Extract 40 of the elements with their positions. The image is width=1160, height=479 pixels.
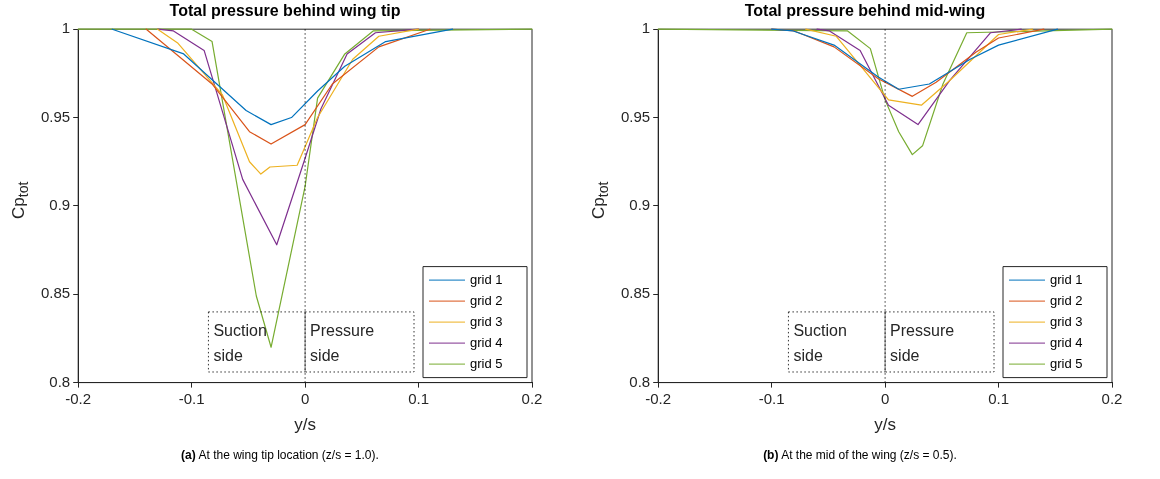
legend-label: grid 4	[470, 334, 503, 350]
chart-title: Total pressure behind wing tip	[169, 2, 401, 20]
legend-label: grid 1	[1050, 271, 1083, 287]
legend-label: grid 5	[470, 355, 503, 371]
legend-label: grid 5	[1050, 355, 1083, 371]
text: (b) At the mid of the wing (z/s = 0.5).	[762, 448, 958, 462]
chart-title: Total pressure behind mid-wing	[744, 2, 986, 20]
y-tick-label: 0.9	[629, 196, 651, 214]
y-tick-label: 0.85	[40, 284, 71, 302]
x-tick-label: -0.2	[645, 389, 672, 407]
legend-label: grid 3	[1050, 313, 1083, 329]
annotation: Suction side	[793, 321, 847, 364]
y-tick-label: 0.95	[620, 107, 651, 125]
y-tick-label: 0.9	[49, 196, 71, 214]
annotation: Pressure side	[310, 321, 375, 364]
legend-label: grid 2	[470, 292, 503, 308]
x-tick-label: 0.1	[988, 389, 1009, 407]
legend-label: grid 1	[470, 271, 503, 287]
x-tick-label: -0.2	[65, 389, 92, 407]
y-tick-label: 0.85	[620, 284, 651, 302]
y-tick-label: 0.95	[40, 107, 71, 125]
y-tick-label: 0.8	[49, 372, 71, 390]
x-tick-label: 0.2	[521, 389, 543, 407]
annotation: Suction side	[213, 321, 267, 364]
y-tick-label: 0.8	[629, 372, 651, 390]
x-tick-label: 0	[300, 389, 310, 407]
x-tick-label: 0	[880, 389, 890, 407]
x-axis-title: y/s	[294, 415, 316, 435]
annotation: Pressure side	[890, 321, 955, 364]
legend-label: grid 4	[1050, 334, 1083, 350]
x-tick-label: 0.1	[408, 389, 429, 407]
x-tick-label: -0.1	[178, 389, 205, 407]
y-tick-label: 1	[641, 19, 651, 37]
y-tick-label: 1	[61, 19, 71, 37]
x-axis-title: y/s	[874, 415, 896, 435]
x-tick-label: -0.1	[758, 389, 785, 407]
x-tick-label: 0.2	[1101, 389, 1123, 407]
legend-label: grid 3	[470, 313, 503, 329]
legend-label: grid 2	[1050, 292, 1083, 308]
text: (a) At the wing tip location (z/s = 1.0).	[180, 448, 380, 462]
